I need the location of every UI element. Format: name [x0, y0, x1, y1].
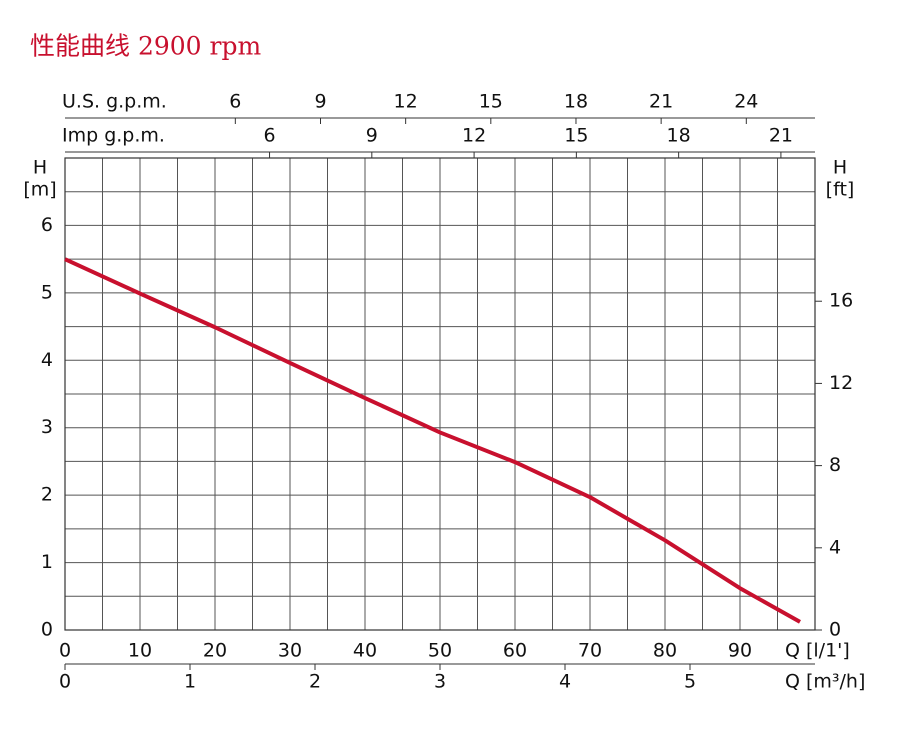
axis-label: U.S. g.p.m. [62, 91, 167, 113]
axis-tick-label: 12 [462, 125, 486, 147]
axis-tick-label: 0 [59, 671, 71, 693]
axis-label: Imp g.p.m. [62, 125, 165, 147]
y-tick-label: 4 [41, 349, 53, 371]
axis-tick-label: 21 [769, 125, 793, 147]
plot-frame [64, 157, 816, 631]
axis-tick-label: 12 [394, 91, 418, 113]
axis-tick-label: 21 [649, 91, 673, 113]
axis-tick-label: 1 [184, 671, 196, 693]
y2-tick-label: 8 [829, 454, 841, 476]
axis-tick-label: 15 [479, 91, 503, 113]
y-axis-label: H [33, 157, 47, 179]
axis-tick-label: 15 [564, 125, 588, 147]
curve [64, 257, 801, 624]
axis-tick-label: 18 [564, 91, 588, 113]
y2-tick-label: 16 [829, 290, 853, 312]
axis-tick-label: 6 [229, 91, 241, 113]
axis-tick-label: 24 [734, 91, 758, 113]
x-tick-label: 0 [59, 640, 71, 662]
x-tick-label: 80 [653, 640, 677, 662]
axis-tick-label: 18 [667, 125, 691, 147]
y2-tick-label: 0 [829, 619, 841, 641]
axis-tick-label: 4 [559, 671, 571, 693]
axis-tick-label: 9 [366, 125, 378, 147]
x-tick-label: 10 [128, 640, 152, 662]
y2-axis-label: [ft] [826, 179, 855, 201]
x-tick-label: 70 [578, 640, 602, 662]
y2-axis-label: H [833, 157, 847, 179]
axis-tick-label: 9 [314, 91, 326, 113]
y-tick-label: 2 [41, 484, 53, 506]
x-axis-label: Q [l/1'] [785, 640, 850, 662]
axis-tick-label: 5 [684, 671, 696, 693]
y2-tick-label: 4 [829, 536, 841, 558]
y-tick-label: 1 [41, 551, 53, 573]
y-axis-label: [m] [23, 179, 56, 201]
x-tick-label: 60 [503, 640, 527, 662]
axis-label: Q [m³/h] [785, 671, 865, 693]
x-tick-label: 40 [353, 640, 377, 662]
x-tick-label: 30 [278, 640, 302, 662]
chart-title: 性能曲线 2900 rpm [30, 32, 261, 61]
y-tick-label: 5 [41, 281, 53, 303]
x-tick-label: 90 [728, 640, 752, 662]
x-tick-label: 20 [203, 640, 227, 662]
y-tick-label: 0 [41, 619, 53, 641]
y2-tick-label: 12 [829, 372, 853, 394]
y-tick-label: 3 [41, 416, 53, 438]
y-tick-label: 6 [41, 214, 53, 236]
axis-tick-label: 2 [309, 671, 321, 693]
x-tick-label: 50 [428, 640, 452, 662]
axis-tick-label: 3 [434, 671, 446, 693]
axis-tick-label: 6 [263, 125, 275, 147]
